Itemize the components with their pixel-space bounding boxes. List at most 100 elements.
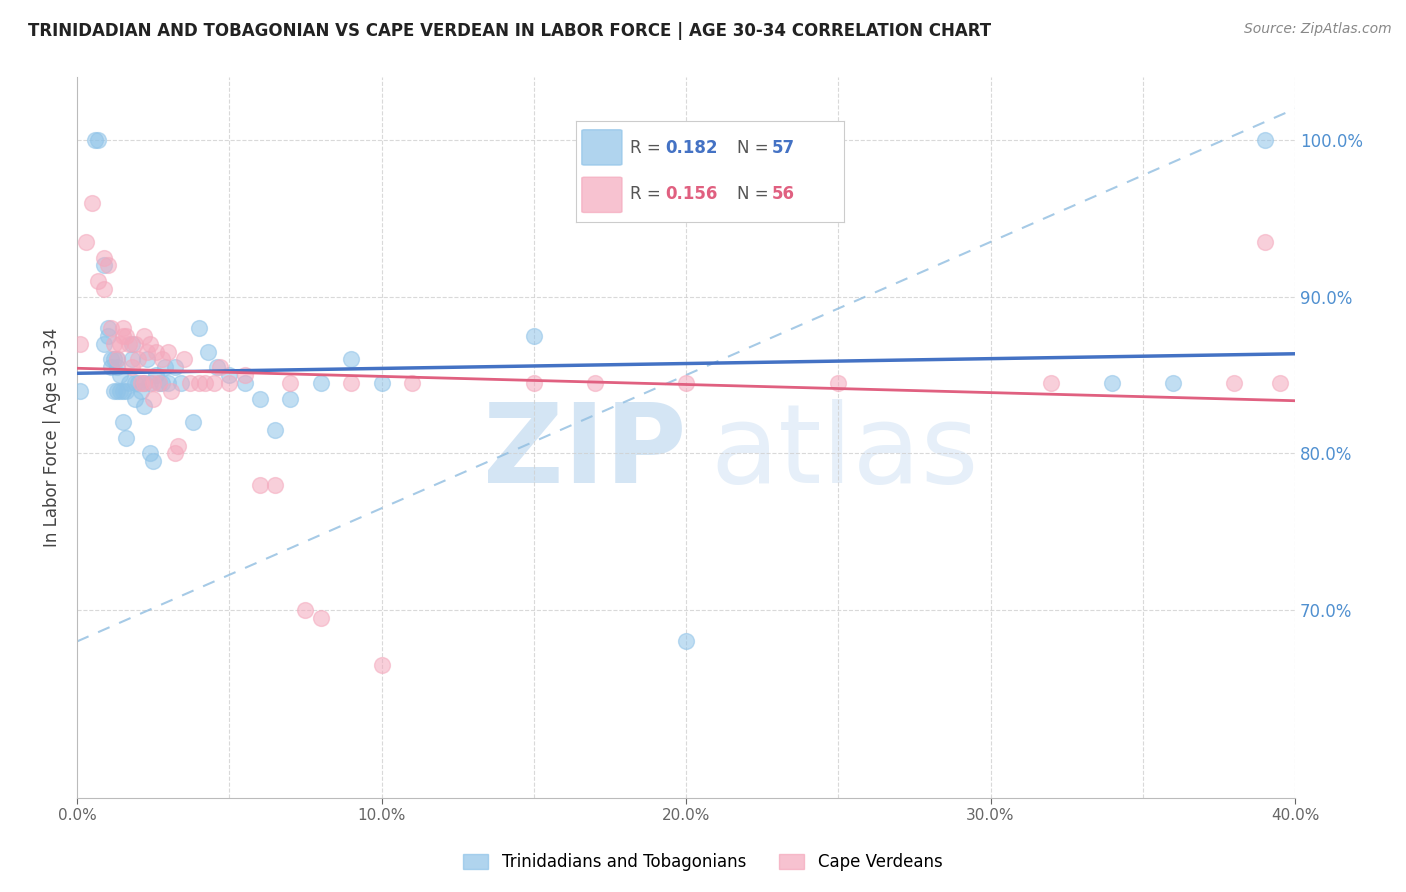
- Point: [96, 329, 118, 343]
- Point: [1223, 376, 1246, 390]
- Point: [163, 360, 186, 375]
- Text: TRINIDADIAN AND TOBAGONIAN VS CAPE VERDEAN IN LABOR FORCE | AGE 30-34 CORRELATIO: TRINIDADIAN AND TOBAGONIAN VS CAPE VERDE…: [28, 22, 991, 40]
- Point: [187, 321, 209, 335]
- Point: [218, 368, 240, 383]
- Point: [108, 336, 131, 351]
- Point: [142, 454, 165, 468]
- Point: [340, 376, 363, 390]
- Point: [1253, 133, 1275, 147]
- Point: [233, 368, 256, 383]
- Point: [370, 657, 392, 672]
- Point: [278, 376, 301, 390]
- Point: [103, 352, 125, 367]
- Point: [100, 352, 122, 367]
- Point: [69, 336, 91, 351]
- Point: [111, 321, 134, 335]
- Point: [103, 336, 125, 351]
- Point: [111, 329, 134, 343]
- Text: atlas: atlas: [710, 399, 979, 506]
- Point: [132, 400, 155, 414]
- Point: [103, 384, 125, 398]
- Point: [129, 384, 152, 398]
- Point: [249, 477, 271, 491]
- Point: [157, 376, 180, 390]
- Point: [121, 352, 143, 367]
- Point: [139, 336, 162, 351]
- Point: [309, 611, 332, 625]
- Point: [202, 376, 225, 390]
- Point: [194, 376, 217, 390]
- Point: [249, 392, 271, 406]
- Point: [523, 329, 546, 343]
- Point: [111, 384, 134, 398]
- Point: [157, 344, 180, 359]
- Point: [108, 384, 131, 398]
- Point: [169, 376, 191, 390]
- Point: [278, 392, 301, 406]
- Point: [136, 352, 159, 367]
- Point: [136, 344, 159, 359]
- Point: [583, 376, 606, 390]
- Text: Source: ZipAtlas.com: Source: ZipAtlas.com: [1244, 22, 1392, 37]
- Point: [105, 352, 128, 367]
- Point: [127, 376, 149, 390]
- Point: [264, 423, 287, 437]
- Point: [145, 368, 167, 383]
- Point: [129, 376, 152, 390]
- Point: [139, 446, 162, 460]
- Point: [124, 392, 146, 406]
- Point: [1101, 376, 1123, 390]
- Text: ZIP: ZIP: [482, 399, 686, 506]
- Point: [139, 376, 162, 390]
- Point: [173, 352, 195, 367]
- Point: [132, 376, 155, 390]
- Point: [181, 415, 204, 429]
- Point: [197, 344, 219, 359]
- Point: [93, 251, 115, 265]
- Point: [124, 336, 146, 351]
- Point: [132, 329, 155, 343]
- Point: [114, 384, 136, 398]
- Point: [93, 282, 115, 296]
- Point: [1161, 376, 1184, 390]
- Point: [87, 274, 110, 288]
- Point: [118, 336, 141, 351]
- Point: [264, 477, 287, 491]
- Point: [69, 384, 91, 398]
- Point: [121, 336, 143, 351]
- Point: [160, 384, 183, 398]
- Point: [209, 360, 232, 375]
- Point: [118, 376, 141, 390]
- Point: [148, 376, 170, 390]
- Point: [127, 352, 149, 367]
- Legend: Trinidadians and Tobagonians, Cape Verdeans: Trinidadians and Tobagonians, Cape Verde…: [456, 845, 950, 880]
- Point: [84, 133, 107, 147]
- Point: [93, 259, 115, 273]
- Point: [105, 384, 128, 398]
- Point: [100, 321, 122, 335]
- Point: [401, 376, 423, 390]
- Point: [87, 133, 110, 147]
- Point: [148, 376, 170, 390]
- Point: [166, 439, 188, 453]
- Point: [179, 376, 201, 390]
- Point: [145, 344, 167, 359]
- Point: [75, 235, 97, 249]
- Point: [205, 360, 228, 375]
- Point: [96, 321, 118, 335]
- Point: [370, 376, 392, 390]
- Point: [132, 376, 155, 390]
- Point: [675, 634, 697, 648]
- Point: [675, 376, 697, 390]
- Point: [142, 392, 165, 406]
- Point: [150, 376, 173, 390]
- Point: [827, 376, 849, 390]
- Point: [187, 376, 209, 390]
- Point: [82, 195, 104, 210]
- Point: [124, 376, 146, 390]
- Point: [121, 360, 143, 375]
- Point: [142, 376, 165, 390]
- Point: [1040, 376, 1063, 390]
- Point: [163, 446, 186, 460]
- Point: [105, 360, 128, 375]
